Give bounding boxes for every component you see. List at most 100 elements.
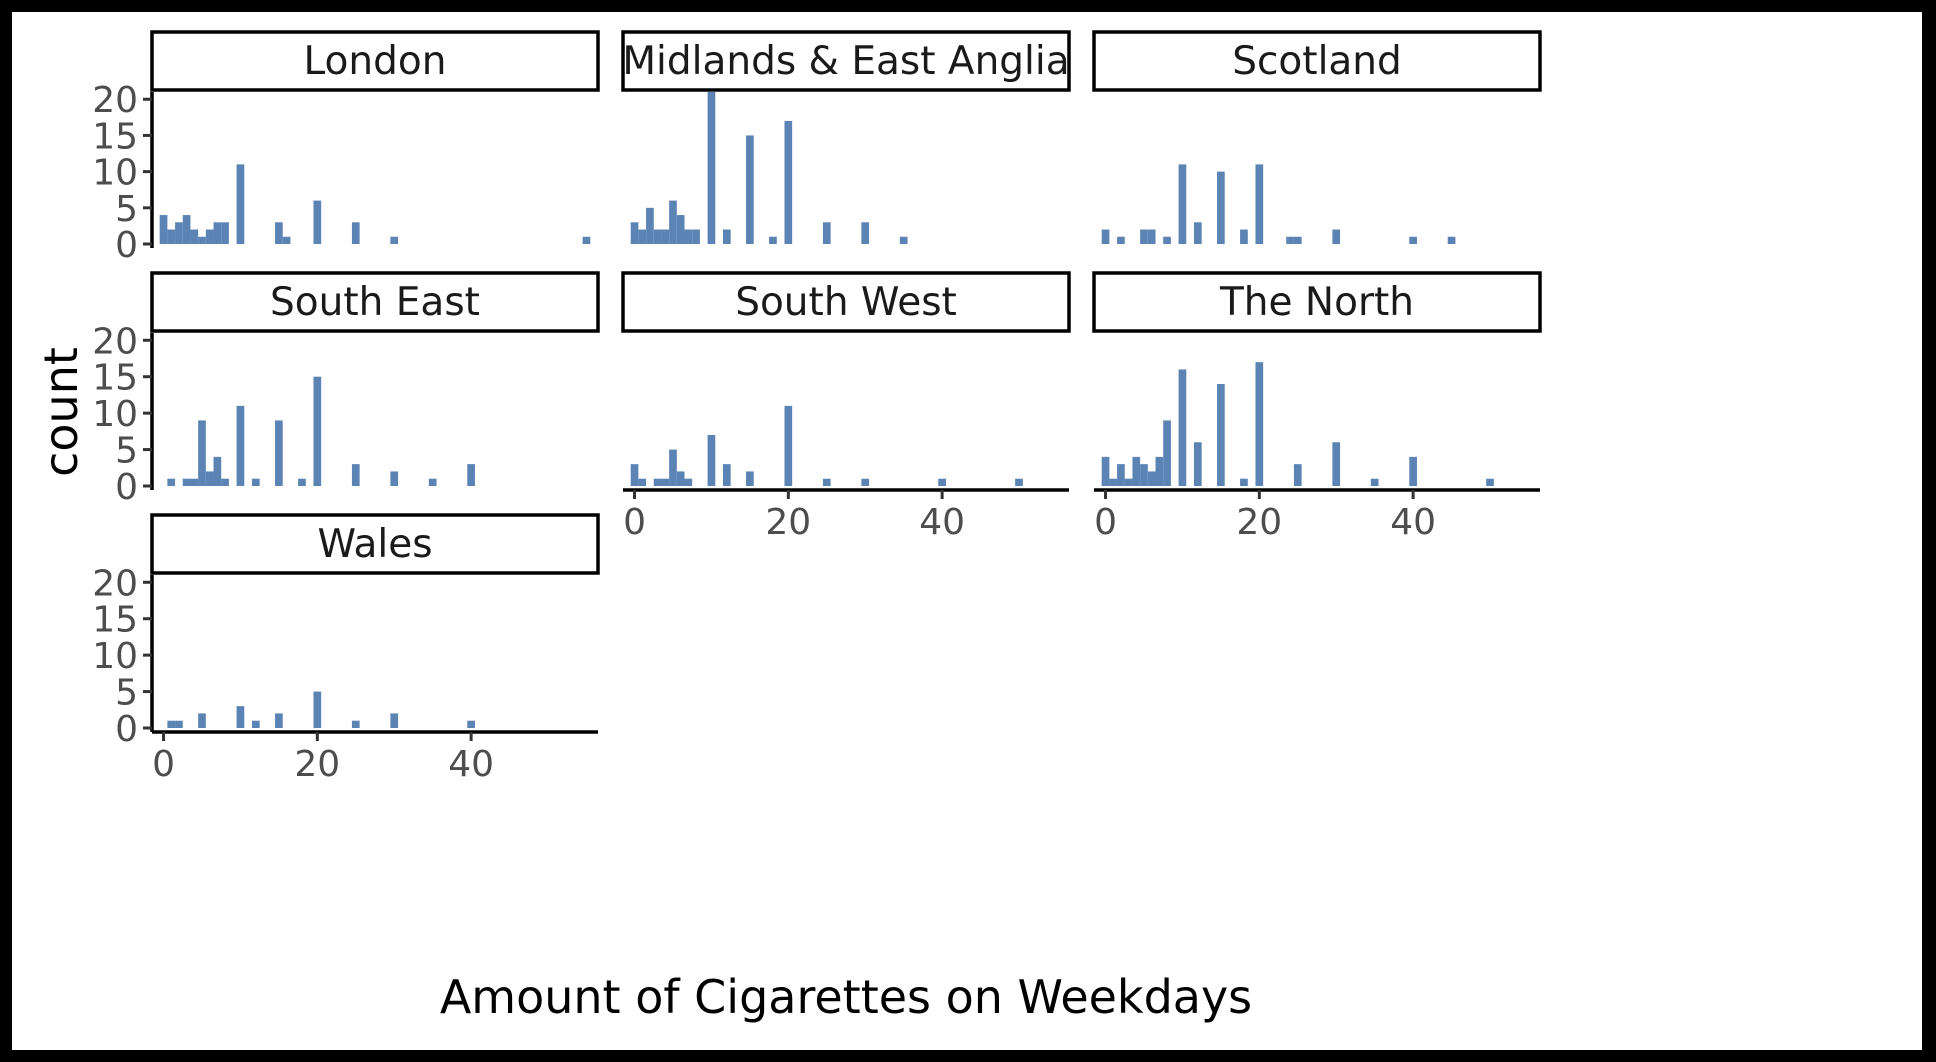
y-tick-label: 0: [115, 225, 138, 266]
histogram-bar: [198, 713, 206, 728]
histogram-bar: [1240, 478, 1248, 486]
y-tick-label: 15: [92, 116, 138, 157]
histogram-bar: [1409, 236, 1417, 244]
histogram-bar: [1293, 236, 1302, 244]
histogram-bar: [861, 222, 870, 244]
histogram-bar: [746, 471, 754, 486]
histogram-bar: [784, 120, 793, 244]
histogram-bar: [467, 720, 475, 728]
histogram-bar: [1163, 236, 1171, 244]
x-tick-label: 20: [1236, 502, 1282, 543]
histogram-bar: [676, 471, 685, 486]
histogram-bar: [784, 405, 793, 486]
histogram-bar: [1132, 456, 1141, 486]
histogram-bar: [1240, 229, 1248, 244]
histogram-bar: [213, 222, 222, 244]
histogram-bar: [175, 222, 183, 244]
histogram-bar: [1370, 478, 1379, 486]
y-tick-label: 0: [115, 467, 138, 508]
histogram-bar: [707, 92, 716, 244]
y-tick-label: 10: [92, 394, 138, 435]
histogram-bar: [428, 478, 437, 486]
histogram-bar: [175, 720, 183, 728]
histogram-bar: [669, 200, 677, 244]
y-tick-label: 20: [92, 321, 138, 362]
histogram-bar: [313, 200, 322, 244]
histogram-bar: [351, 464, 360, 486]
histogram-bar: [638, 478, 647, 486]
histogram-bar: [198, 420, 206, 486]
histogram-bar: [275, 420, 283, 486]
histogram-bar: [221, 222, 229, 244]
histogram-bar: [669, 449, 677, 486]
histogram-bar: [167, 229, 176, 244]
histogram-bar: [1140, 464, 1148, 486]
histogram-bar: [1193, 442, 1202, 486]
histogram-bar: [467, 464, 475, 486]
histogram-bar: [1117, 236, 1125, 244]
histogram-bar: [630, 222, 639, 244]
histogram-bar: [182, 215, 191, 244]
histogram-bar: [653, 229, 662, 244]
histogram-bar: [159, 215, 168, 244]
facet-strip: [621, 30, 1071, 92]
facet-label: London: [304, 39, 447, 84]
x-tick-label: 20: [294, 744, 340, 785]
y-tick-label: 15: [92, 358, 138, 399]
histogram-bar: [722, 229, 731, 244]
histogram-bar: [899, 236, 908, 244]
histogram-bar: [1217, 171, 1225, 244]
y-tick-label: 5: [115, 189, 138, 230]
y-tick-label: 5: [115, 431, 138, 472]
x-axis-title: Amount of Cigarettes on Weekdays: [440, 970, 1252, 1024]
facet-label: Wales: [317, 522, 432, 567]
facet-label: Midlands & East Anglia: [622, 39, 1069, 84]
histogram-bar: [221, 478, 229, 486]
x-tick-label: 40: [1390, 502, 1436, 543]
histogram-bar: [1117, 464, 1125, 486]
histogram-bar: [1178, 164, 1187, 244]
y-tick-label: 20: [92, 563, 138, 604]
histogram-bar: [282, 236, 291, 244]
histogram-bar: [638, 229, 647, 244]
x-tick-label: 40: [919, 502, 965, 543]
histogram-bar: [167, 478, 176, 486]
facet-label: South East: [270, 280, 480, 325]
histogram-bar: [1178, 369, 1187, 486]
histogram-bar: [182, 478, 191, 486]
histogram-bar: [1101, 456, 1110, 486]
histogram-bar: [1193, 222, 1202, 244]
histogram-bar: [1140, 229, 1148, 244]
y-tick-label: 15: [92, 600, 138, 641]
histogram-bar: [822, 478, 831, 486]
histogram-bar: [1332, 229, 1341, 244]
histogram-bar: [661, 478, 670, 486]
histogram-bar: [1255, 362, 1264, 486]
histogram-bar: [938, 478, 946, 486]
facet-label: Scotland: [1232, 39, 1402, 84]
histogram-bar: [684, 229, 693, 244]
histogram-bar: [1015, 478, 1023, 486]
facet-strip: [150, 271, 600, 333]
histogram-bar: [275, 222, 283, 244]
histogram-bar: [251, 478, 260, 486]
x-tick-label: 20: [765, 502, 811, 543]
histogram-bar: [275, 713, 283, 728]
histogram-bar: [313, 376, 322, 486]
y-tick-label: 10: [92, 636, 138, 677]
histogram-bar: [1109, 478, 1118, 486]
histogram-bar: [661, 229, 670, 244]
histogram-bar: [1447, 236, 1456, 244]
histogram-bar: [861, 478, 870, 486]
x-tick-label: 40: [448, 744, 494, 785]
facet-strip: [150, 513, 600, 575]
histogram-bar: [1286, 236, 1294, 244]
histogram-bar: [646, 207, 654, 244]
histogram-bar: [167, 720, 176, 728]
y-axis-title: count: [34, 347, 88, 477]
facet-strip: [150, 30, 600, 92]
histogram-bar: [769, 236, 777, 244]
histogram-bar: [236, 405, 245, 486]
facet-strip: [1092, 271, 1542, 333]
